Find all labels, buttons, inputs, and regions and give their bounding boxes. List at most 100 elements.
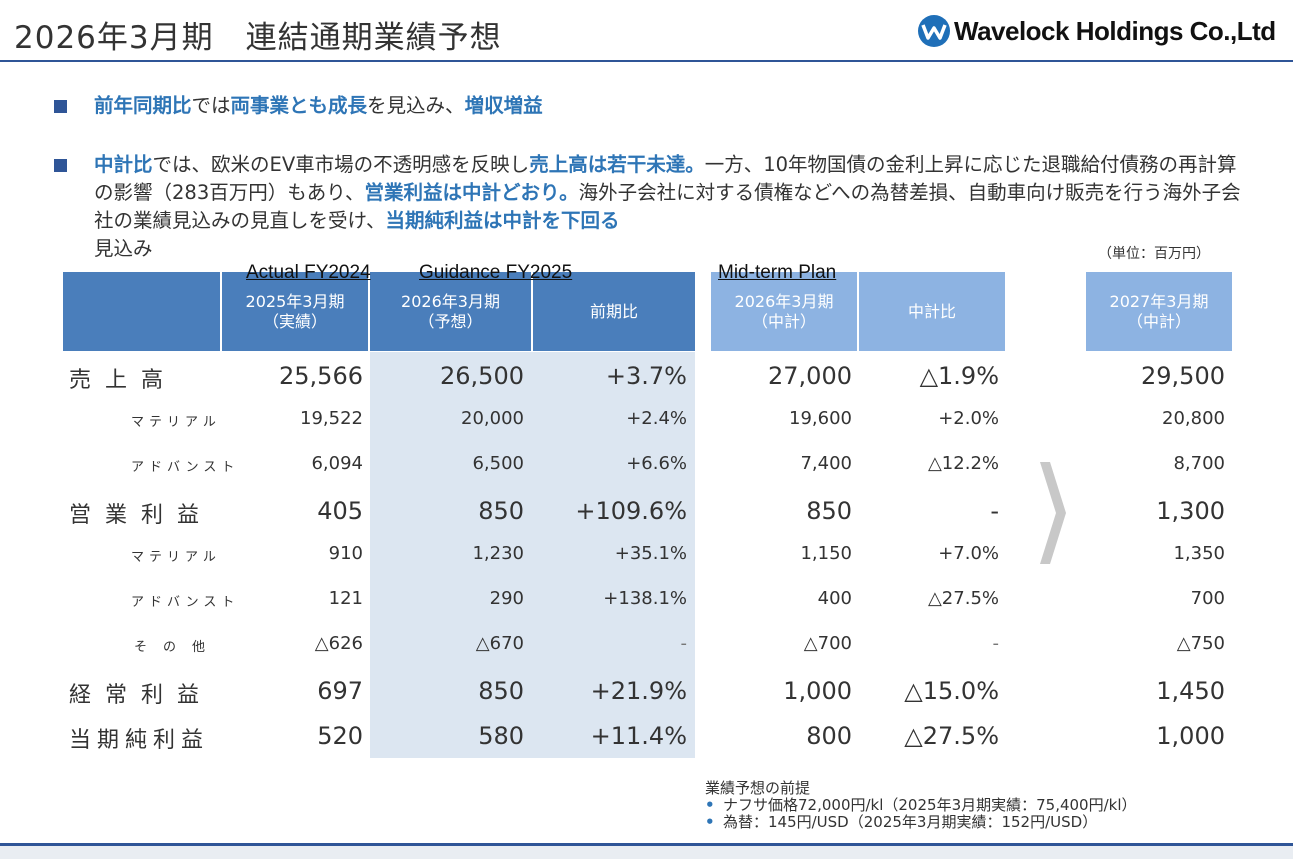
guidance-column-shade bbox=[370, 352, 695, 758]
cell-actual: 520 bbox=[317, 722, 363, 750]
header-text: 2026年3月期 bbox=[734, 291, 834, 311]
company-logo: Wavelock Holdings Co.,Ltd bbox=[917, 14, 1276, 48]
cell-vs-plan: △12.2% bbox=[927, 453, 999, 474]
text: では、欧米のEV車市場の不透明感を反映し bbox=[152, 153, 530, 176]
label-guidance: Guidance FY2025 bbox=[419, 262, 573, 283]
cell-yoy: +6.6% bbox=[626, 453, 687, 474]
row-label-net-income: 当期純利益 bbox=[69, 728, 210, 753]
cell-yoy: +138.1% bbox=[603, 588, 687, 609]
header-midterm: 2026年3月期 （中計） bbox=[711, 272, 857, 351]
header-text: 前期比 bbox=[589, 301, 638, 321]
cell-yoy: +2.4% bbox=[626, 408, 687, 429]
highlight: 両事業とも成長 bbox=[230, 94, 368, 117]
highlight: 中計比 bbox=[94, 153, 153, 176]
cell-plan: 400 bbox=[817, 588, 852, 609]
cell-actual: 19,522 bbox=[300, 408, 363, 429]
highlight: 営業利益は中計どおり。 bbox=[364, 181, 579, 204]
cell-plan-2027: 1,000 bbox=[1156, 722, 1225, 750]
unit-label: （単位：百万円） bbox=[1098, 246, 1210, 262]
row-label-ordinary-profit: 経常利益 bbox=[69, 683, 214, 708]
row-label-op-other: その他 bbox=[134, 640, 222, 655]
cell-plan: 1,000 bbox=[783, 677, 852, 705]
cell-plan-2027: △750 bbox=[1176, 633, 1225, 654]
cell-guidance: 850 bbox=[478, 677, 524, 705]
cell-plan: 19,600 bbox=[789, 408, 852, 429]
header-text: （実績） bbox=[262, 311, 327, 331]
header-blank bbox=[63, 272, 220, 351]
cell-yoy: +109.6% bbox=[575, 497, 687, 525]
row-label-sales-advanced: アドバンスト bbox=[131, 460, 240, 475]
logo-text: Wavelock Holdings Co.,Ltd bbox=[954, 15, 1276, 46]
page-title: 2026年3月期 連結通期業績予想 bbox=[14, 20, 502, 56]
label-actual: Actual FY2024 bbox=[246, 262, 371, 283]
header-text: 中計比 bbox=[907, 301, 956, 321]
row-label-sales-material: マテリアル bbox=[131, 415, 221, 430]
cell-guidance: 580 bbox=[478, 722, 524, 750]
cell-actual: 697 bbox=[317, 677, 363, 705]
row-label-sales: 売上高 bbox=[69, 368, 178, 393]
text: 一方、10年物国債の金利上昇に応じた退職給付債務の再計算の影響（283百万円）も… bbox=[94, 153, 1237, 204]
cell-vs-plan: - bbox=[992, 633, 1000, 654]
cell-vs-plan: △27.5% bbox=[927, 588, 999, 609]
header-plan-2027: 2027年3月期 （中計） bbox=[1086, 272, 1232, 351]
bullet-square-icon bbox=[54, 100, 67, 113]
row-label-op-advanced: アドバンスト bbox=[131, 595, 240, 610]
note-text: 為替：145円/USD（2025年3月期実績：152円/USD） bbox=[723, 813, 1098, 831]
cell-yoy: - bbox=[680, 633, 688, 654]
note-item: • ナフサ価格72,000円/kl（2025年3月期実績：75,400円/kl） bbox=[705, 797, 1137, 814]
chevron-right-icon bbox=[1040, 462, 1066, 564]
header-text: 2025年3月期 bbox=[245, 291, 345, 311]
cell-guidance: 20,000 bbox=[461, 408, 524, 429]
cell-plan-2027: 1,350 bbox=[1173, 543, 1225, 564]
cell-vs-plan: - bbox=[990, 497, 999, 525]
header-text: （予想） bbox=[418, 311, 483, 331]
cell-plan-2027: 20,800 bbox=[1162, 408, 1225, 429]
label-midterm: Mid-term Plan bbox=[718, 262, 837, 283]
footer-bar bbox=[0, 843, 1293, 859]
cell-guidance: 290 bbox=[489, 588, 524, 609]
wavelock-logo-icon bbox=[918, 15, 950, 47]
cell-vs-plan: △15.0% bbox=[904, 677, 999, 705]
cell-actual: △626 bbox=[314, 633, 363, 654]
cell-yoy: +11.4% bbox=[590, 722, 687, 750]
header-text: （中計） bbox=[751, 311, 816, 331]
cell-actual: 405 bbox=[317, 497, 363, 525]
cell-guidance: 850 bbox=[478, 497, 524, 525]
cell-guidance: 6,500 bbox=[472, 453, 524, 474]
highlight: 増収増益 bbox=[464, 94, 543, 117]
cell-yoy: +3.7% bbox=[605, 362, 687, 390]
bullet-yoy: 前年同期比では両事業とも成長を見込み、増収増益 bbox=[54, 92, 1254, 120]
cell-vs-plan: +2.0% bbox=[938, 408, 999, 429]
forecast-assumptions: 業績予想の前提 • ナフサ価格72,000円/kl（2025年3月期実績：75,4… bbox=[705, 780, 1137, 831]
cell-guidance: 26,500 bbox=[440, 362, 524, 390]
cell-actual: 6,094 bbox=[311, 453, 363, 474]
header-text: 2026年3月期 bbox=[401, 291, 500, 311]
header-yoy: 前期比 bbox=[533, 272, 695, 351]
row-label-operating-profit: 営業利益 bbox=[69, 503, 214, 528]
cell-yoy: +21.9% bbox=[590, 677, 687, 705]
cell-plan-2027: 29,500 bbox=[1141, 362, 1225, 390]
header-guidance: 2026年3月期 （予想） bbox=[370, 272, 531, 351]
cell-plan: 7,400 bbox=[800, 453, 852, 474]
bullet-vs-plan: 中計比では、欧米のEV車市場の不透明感を反映し売上高は若干未達。一方、10年物国… bbox=[54, 151, 1254, 263]
cell-guidance: △670 bbox=[475, 633, 524, 654]
cell-plan-2027: 1,450 bbox=[1156, 677, 1225, 705]
highlight: 売上高は若干未達。 bbox=[529, 153, 705, 176]
bullet-dot-icon: • bbox=[705, 813, 715, 831]
highlight: 前年同期比 bbox=[94, 94, 192, 117]
cell-guidance: 1,230 bbox=[472, 543, 524, 564]
cell-plan: 800 bbox=[806, 722, 852, 750]
cell-plan-2027: 8,700 bbox=[1173, 453, 1225, 474]
cell-vs-plan: △1.9% bbox=[919, 362, 999, 390]
cell-plan: 850 bbox=[806, 497, 852, 525]
header-vs-plan: 中計比 bbox=[859, 272, 1005, 351]
cell-plan: 27,000 bbox=[768, 362, 852, 390]
note-text: ナフサ価格72,000円/kl（2025年3月期実績：75,400円/kl） bbox=[723, 796, 1137, 814]
row-label-op-material: マテリアル bbox=[131, 550, 221, 565]
cell-plan: △700 bbox=[803, 633, 852, 654]
cell-plan: 1,150 bbox=[800, 543, 852, 564]
note-item: • 為替：145円/USD（2025年3月期実績：152円/USD） bbox=[705, 814, 1137, 831]
cell-plan-2027: 1,300 bbox=[1156, 497, 1225, 525]
cell-actual: 121 bbox=[328, 588, 363, 609]
text: を見込み、 bbox=[367, 94, 465, 117]
